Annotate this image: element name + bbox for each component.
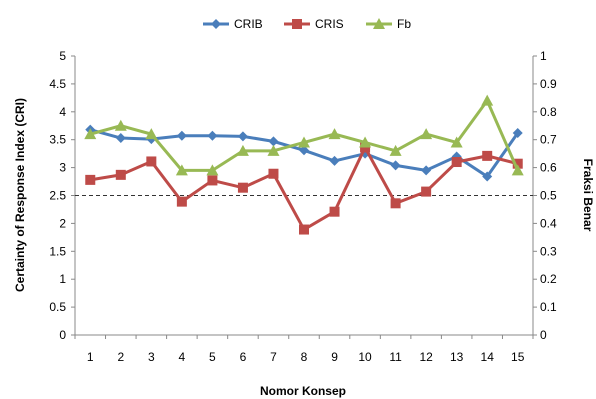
data-point-crib (268, 136, 279, 147)
data-point-crib (237, 131, 248, 142)
data-point-cris (146, 156, 157, 167)
data-point-fb (175, 164, 188, 176)
y2-tick-label: 0.5 (540, 189, 557, 203)
data-point-fb (298, 136, 310, 148)
y-tick-label: 0.5 (49, 300, 66, 314)
data-point-crib (329, 155, 340, 166)
data-point-fb (359, 136, 372, 148)
y2-tick-label: 0.9 (540, 77, 557, 91)
x-tick-label: 7 (270, 350, 277, 364)
y2-axis-label: Fraksi Benar (581, 159, 595, 232)
y2-tick-label: 0.3 (540, 244, 557, 258)
data-point-cris (176, 196, 187, 207)
legend-label-fb: Fb (397, 17, 411, 31)
y-tick-label: 1.5 (49, 244, 66, 258)
data-point-crib (512, 128, 523, 139)
data-point-cris (268, 168, 279, 179)
x-tick-label: 13 (450, 350, 464, 364)
x-tick-label: 15 (511, 350, 525, 364)
data-point-fb (511, 164, 524, 176)
legend: CRIB CRIS Fb (203, 17, 411, 31)
data-point-fb (114, 119, 127, 131)
x-tick-label: 10 (358, 350, 372, 364)
data-point-fb (84, 128, 97, 140)
data-point-crib (482, 171, 493, 182)
y-tick-label: 5 (59, 49, 66, 63)
x-tick-label: 3 (148, 350, 155, 364)
data-point-cris (85, 174, 96, 185)
data-point-fb (450, 136, 463, 148)
y-tick-label: 0 (59, 328, 66, 342)
data-point-cris (360, 142, 371, 153)
y-tick-label: 3.5 (49, 133, 66, 147)
data-point-cris (299, 224, 309, 235)
data-point-cris (207, 175, 218, 186)
data-point-fb (420, 128, 433, 140)
x-axis-label: Nomor Konsep (260, 384, 346, 398)
y-tick-label: 4 (59, 105, 66, 119)
y2-tick-label: 0.4 (540, 216, 557, 230)
x-tick-label: 2 (117, 350, 124, 364)
y2-tick-label: 1 (540, 49, 547, 63)
legend-label-crib: CRIB (234, 17, 263, 31)
data-point-cris (451, 157, 462, 168)
y2-tick-label: 0.8 (540, 105, 557, 119)
x-tick-label: 8 (301, 350, 308, 364)
x-tick-label: 1 (87, 350, 94, 364)
data-point-fb (328, 128, 341, 140)
x-tick-label: 9 (331, 350, 338, 364)
data-point-fb (145, 128, 158, 140)
data-point-cris (421, 186, 432, 197)
data-point-cris (482, 150, 493, 161)
y-tick-label: 1 (59, 272, 66, 286)
legend-marker-cris (292, 19, 302, 29)
data-point-fb (236, 144, 249, 156)
y2-tick-label: 0.6 (540, 161, 557, 175)
data-point-fb (389, 144, 402, 156)
data-point-cris (237, 182, 248, 193)
y-axis-label: Certainty of Response Index (CRI) (13, 98, 27, 292)
x-tick-label: 5 (209, 350, 216, 364)
y2-tick-label: 0 (540, 328, 547, 342)
y-tick-label: 2.5 (49, 189, 66, 203)
x-tick-label: 4 (179, 350, 186, 364)
x-tick-label: 6 (240, 350, 247, 364)
data-point-crib (115, 133, 126, 144)
data-point-crib (299, 145, 309, 156)
data-point-cris (512, 158, 523, 169)
x-tick-label: 11 (389, 350, 402, 364)
y-tick-label: 2 (59, 216, 66, 230)
data-point-cris (329, 206, 340, 217)
y2-tick-label: 0.2 (540, 272, 557, 286)
y-tick-label: 4.5 (49, 77, 66, 91)
data-point-cris (390, 198, 401, 209)
data-point-fb (481, 94, 494, 106)
data-point-crib (390, 160, 401, 171)
legend-marker-crib (211, 19, 221, 29)
x-tick-label: 12 (419, 350, 433, 364)
legend-marker-fb (373, 18, 385, 29)
plot-marks (75, 94, 533, 235)
axes: 0 0.5 1 1.5 2 2.5 3 3.5 4 4.5 5 0 0.1 0.2 0.3 0.4 0.5 0.6… (49, 49, 557, 364)
y2-tick-label: 0.7 (540, 133, 557, 147)
data-point-crib (421, 165, 432, 176)
data-point-crib (176, 130, 187, 141)
data-point-crib (207, 130, 218, 141)
y-tick-label: 3 (59, 161, 66, 175)
x-tick-label: 14 (481, 350, 495, 364)
data-point-cris (115, 169, 126, 180)
y2-tick-label: 0.1 (540, 300, 557, 314)
data-point-fb (267, 144, 280, 156)
data-point-fb (206, 164, 219, 176)
legend-label-cris: CRIS (315, 17, 344, 31)
